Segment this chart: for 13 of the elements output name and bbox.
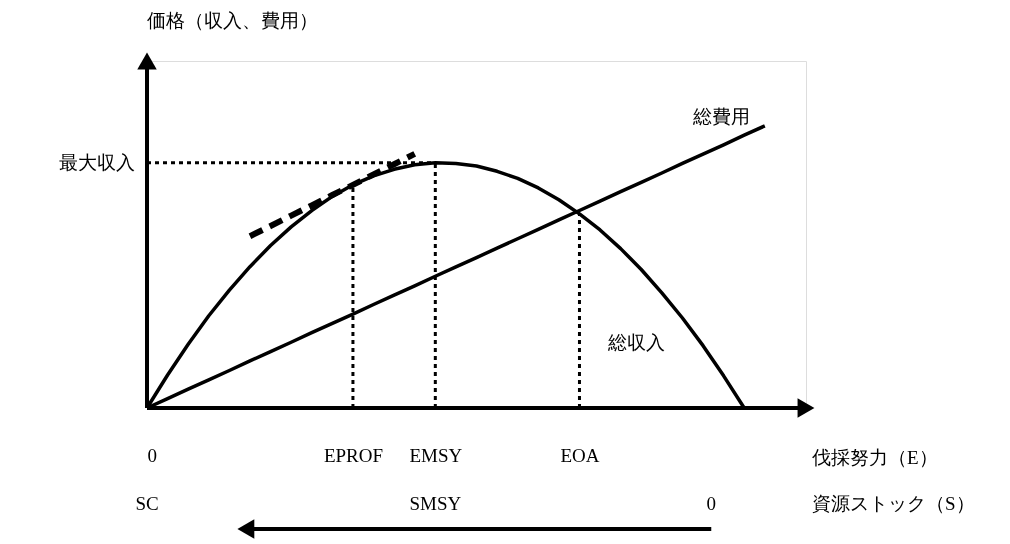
x-axis-title: 伐採努力（E）	[812, 447, 938, 468]
text: 資源ストック（S）	[812, 493, 975, 514]
text: SC	[135, 493, 159, 514]
series-label: 総収入	[607, 332, 666, 354]
y-axis-title: 価格（収入、費用）	[147, 10, 318, 31]
x-tick-label: EMSY	[409, 444, 463, 466]
x-tick-label: EPROF	[323, 444, 384, 466]
text: SMSY	[409, 493, 462, 514]
series-label: 総費用	[691, 106, 750, 128]
x-tick-label: 0	[147, 444, 157, 466]
ref-line-label: 最大収入	[59, 151, 135, 173]
text: 0	[706, 493, 717, 514]
x-tick-label: EOA	[560, 444, 600, 466]
